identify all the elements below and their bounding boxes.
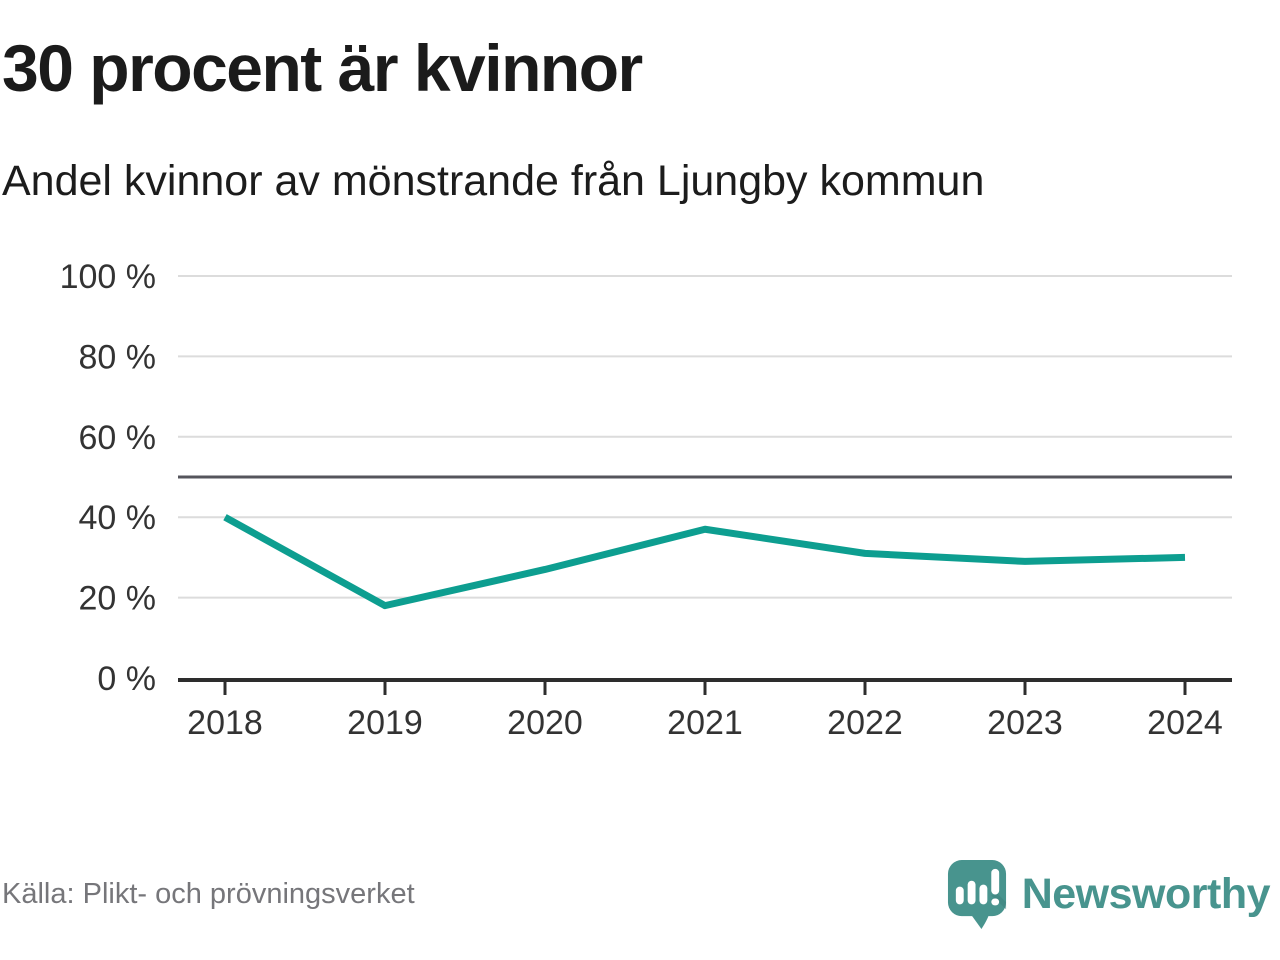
source-note: Källa: Plikt- och prövningsverket [2,877,415,910]
y-tick-label: 20 % [79,580,157,618]
x-tick-label: 2023 [987,704,1063,742]
x-tick-label: 2021 [667,704,743,742]
newsworthy-logo-icon [947,859,1006,929]
y-tick-label: 80 % [79,338,157,376]
logo-exclamation-dot [991,897,999,905]
y-tick-label: 0 % [97,660,156,698]
y-tick-label: 60 % [79,419,157,457]
newsworthy-logo: Newsworthy [946,858,1271,931]
data-line-andel-kvinnor [223,514,1186,610]
newsworthy-wordmark: Newsworthy [1021,869,1271,918]
y-tick-label: 100 % [60,258,156,296]
x-tick-label: 2019 [347,704,423,742]
logo-bar-1 [955,886,964,904]
y-tick-label: 40 % [79,499,157,537]
x-tick-label: 2018 [187,704,263,742]
chart-title: 30 procent är kvinnor [2,31,643,105]
logo-exclamation-bar [991,868,999,894]
logo-bubble-tail [968,908,991,929]
logo-bar-3 [979,884,988,904]
chart-footer: Källa: Plikt- och prövningsverket Newswo… [0,852,1280,936]
x-tick-label: 2024 [1147,704,1223,742]
x-tick-label: 2020 [507,704,583,742]
chart-subtitle: Andel kvinnor av mönstrande från Ljungby… [2,157,985,205]
logo-bar-2 [967,880,976,904]
x-tick-label: 2022 [827,704,903,742]
